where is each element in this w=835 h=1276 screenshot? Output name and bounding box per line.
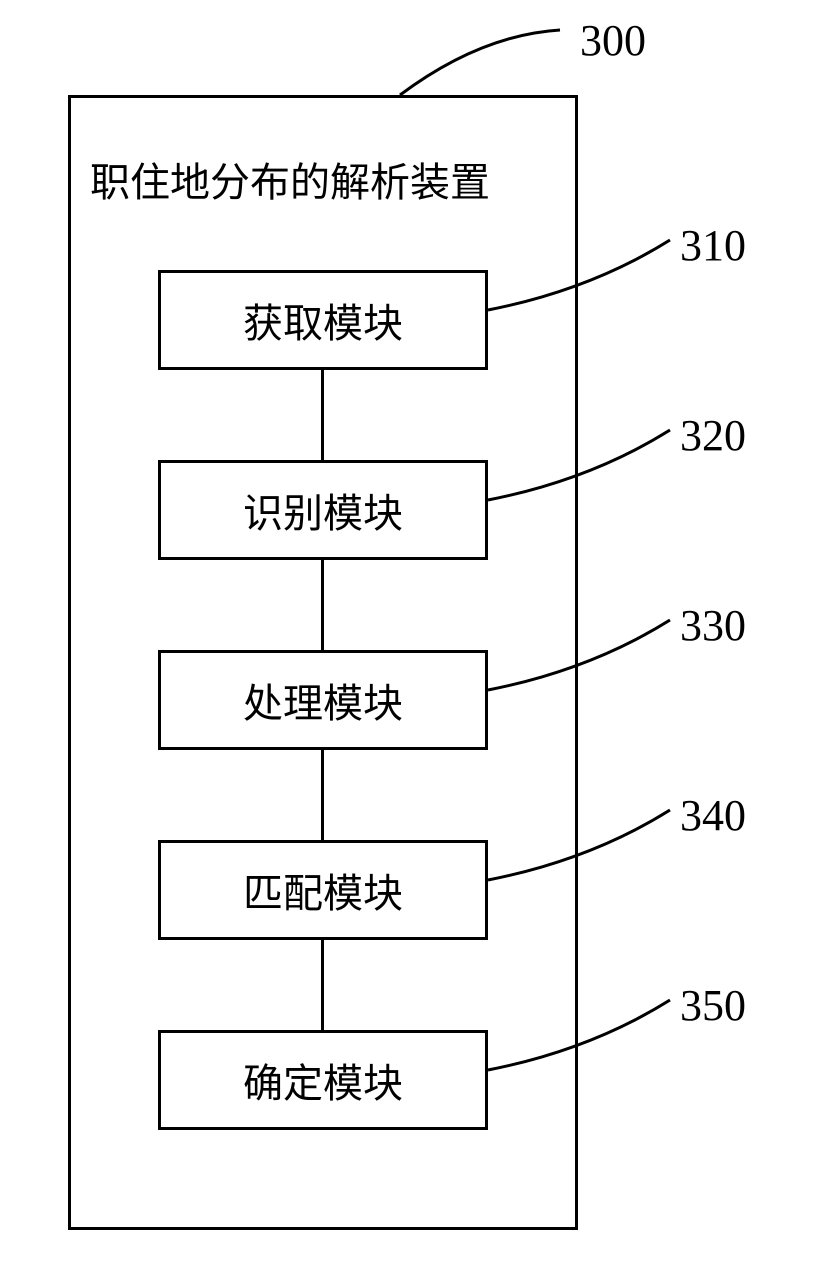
- callout-350: [0, 0, 835, 1276]
- ref-350: 350: [680, 980, 746, 1031]
- diagram-canvas: 职住地分布的解析装置 300 获取模块 识别模块 处理模块 匹配模块 确定模块 …: [0, 0, 835, 1276]
